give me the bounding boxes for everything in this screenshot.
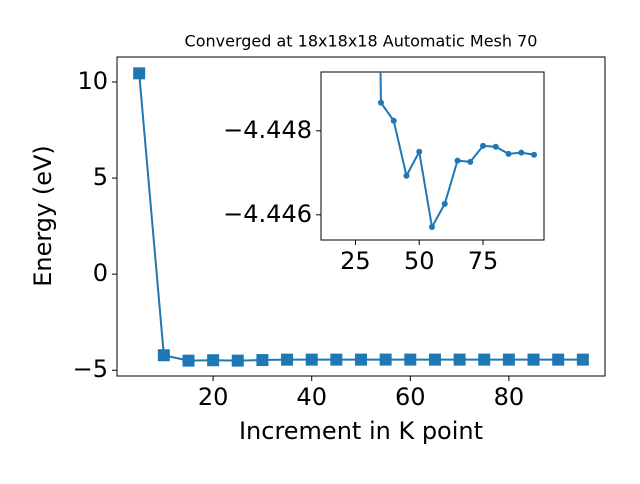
marker [467,158,474,165]
marker [518,149,525,156]
marker [256,354,269,367]
series-group [377,72,538,230]
chart-title: Converged at 18x18x18 Automatic Mesh 70 [185,32,538,51]
marker [207,354,220,367]
marker [428,223,435,230]
y-tick-label: 0 [93,259,108,287]
marker [428,353,441,366]
marker [133,67,146,80]
y-tick-label: −4.446 [223,200,312,228]
marker [416,148,423,155]
series-group [133,67,589,367]
marker [505,150,512,157]
marker [404,353,417,366]
marker [492,143,499,150]
marker [454,157,461,164]
marker [531,151,538,158]
x-tick-label: 75 [468,247,499,275]
x-tick-label: 60 [395,383,426,411]
y-tick-label: −4.448 [223,116,312,144]
marker [478,353,491,366]
marker [379,353,392,366]
marker [576,353,589,366]
marker [182,354,195,367]
marker [403,172,410,179]
marker [480,142,487,149]
marker [552,353,565,366]
marker [231,354,244,367]
marker [377,99,384,106]
x-tick-label: 40 [296,383,327,411]
marker [502,353,515,366]
marker [441,200,448,207]
x-tick-label: 80 [494,383,525,411]
marker [330,353,343,366]
marker [157,349,170,362]
marker [305,353,318,366]
marker [527,353,540,366]
x-tick-label: 25 [340,247,371,275]
y-tick-label: 5 [93,163,108,191]
marker [355,353,367,366]
y-axis-label: Energy (eV) [29,145,57,287]
y-tick-label: −5 [73,355,108,383]
x-axis-label: Increment in K point [239,417,483,445]
marker [281,353,294,366]
y-tick-label: 10 [77,67,108,95]
marker [453,353,466,366]
marker [390,117,397,124]
x-tick-label: 20 [198,383,229,411]
x-tick-label: 50 [404,247,435,275]
